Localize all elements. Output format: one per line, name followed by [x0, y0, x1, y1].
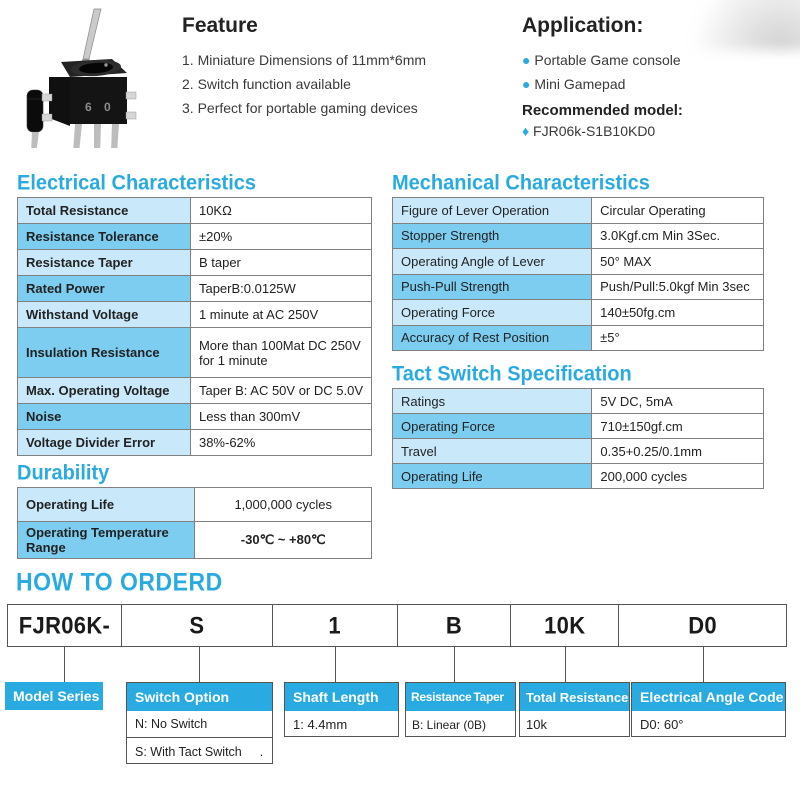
- svg-text:0: 0: [104, 100, 111, 114]
- svg-text:6: 6: [85, 100, 92, 114]
